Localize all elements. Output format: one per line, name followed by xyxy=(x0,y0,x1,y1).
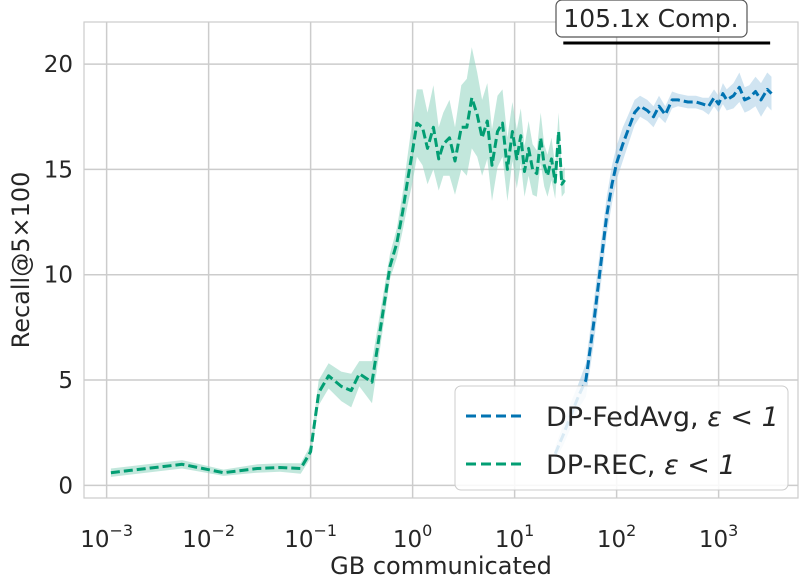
series-band-1 xyxy=(555,72,772,461)
series-line-1 xyxy=(553,85,773,455)
x-tick-labels: 10−3 10−2 10−1 100 101 102 103 xyxy=(80,521,738,553)
x-axis-label: GB communicated xyxy=(330,552,552,580)
annotation-box xyxy=(555,0,748,38)
series-band-0 xyxy=(110,47,565,477)
x-tick-label: 101 xyxy=(495,521,534,553)
confidence-bands xyxy=(110,47,772,477)
annotation-text: 105.1x Comp. xyxy=(563,4,738,33)
series-lines xyxy=(110,85,773,475)
y-axis-label: Recall@5×100 xyxy=(7,172,35,349)
y-tick-label: 0 xyxy=(58,473,73,499)
x-tick-label: 10−1 xyxy=(284,521,337,553)
y-tick-label: 20 xyxy=(44,52,73,78)
y-tick-label: 15 xyxy=(44,157,73,183)
y-tick-label: 5 xyxy=(58,368,73,394)
x-tick-label: 10−3 xyxy=(80,521,133,553)
legend: DP-FedAvg, ε < 1 DP-REC, ε < 1 xyxy=(454,385,789,491)
x-tick-label: 102 xyxy=(597,521,636,553)
legend-label: DP-REC, ε < 1 xyxy=(546,450,736,481)
y-tick-label: 10 xyxy=(44,263,73,289)
y-tick-labels: 0 5 10 15 20 xyxy=(44,52,73,499)
legend-box xyxy=(454,385,789,491)
legend-label: DP-FedAvg, ε < 1 xyxy=(546,402,779,433)
compression-annotation: 105.1x Comp. xyxy=(555,0,771,45)
x-tick-label: 103 xyxy=(699,521,738,553)
x-tick-label: 100 xyxy=(393,521,432,553)
series-line-0 xyxy=(110,96,566,475)
x-tick-label: 10−2 xyxy=(182,521,235,553)
